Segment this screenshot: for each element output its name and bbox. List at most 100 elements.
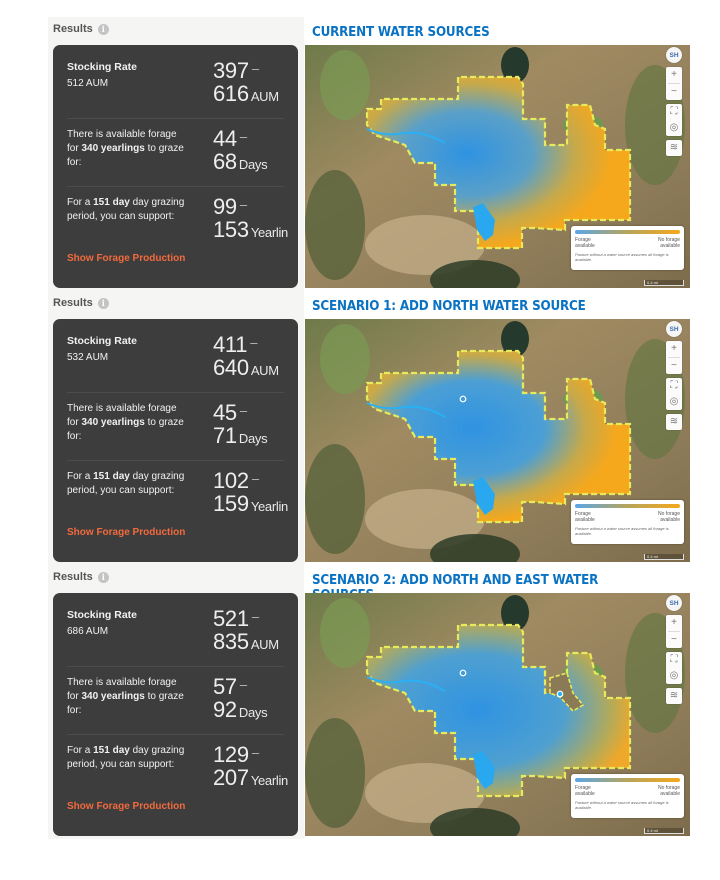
- locate-icon[interactable]: ◎: [669, 396, 679, 407]
- divider: [67, 186, 284, 187]
- map[interactable]: SH + − ⛶ ◎ ≋ Forage available No forage av…: [305, 319, 690, 562]
- support-text: For a 151 day day grazing period, you ca…: [67, 745, 185, 770]
- results-label: Results: [53, 23, 93, 35]
- stocking-rate-label: Stocking Rate: [67, 609, 138, 621]
- results-header: Results i: [53, 23, 109, 35]
- stocking-rate-range: 521– 835 AUM: [213, 606, 279, 654]
- legend-forage-available: Forage available: [575, 511, 595, 523]
- range-unit: Yearlin: [250, 225, 288, 240]
- map-legend: Forage available No forage available Pastu…: [571, 226, 684, 270]
- scale-bar: 0.4 mi: [644, 554, 684, 560]
- range-high: 207: [213, 765, 249, 790]
- legend-no-forage: No forage available: [658, 785, 680, 797]
- range-unit: AUM: [250, 363, 279, 378]
- results-panel: Results i Stocking Rate 686 AUM 521– 835…: [48, 565, 304, 839]
- range-unit: Days: [238, 705, 268, 720]
- legend-forage-available: Forage available: [575, 785, 595, 797]
- stocking-rate-range: 411– 640 AUM: [213, 332, 279, 380]
- forage-days-range: 45– 71 Days: [213, 400, 268, 448]
- forage-days-row: There is available forage for 340 yearli…: [67, 399, 284, 459]
- user-avatar[interactable]: SH: [666, 47, 682, 63]
- results-card: Stocking Rate 532 AUM 411– 640 AUM There …: [53, 319, 298, 562]
- support-text: For a 151 day day grazing period, you ca…: [67, 197, 185, 222]
- stocking-rate-row: Stocking Rate 512 AUM 397– 616 AUM: [67, 57, 284, 117]
- forage-days-row: There is available forage for 340 yearli…: [67, 125, 284, 185]
- range-unit: Yearlin: [250, 499, 288, 514]
- support-row: For a 151 day day grazing period, you ca…: [67, 741, 288, 805]
- legend-note: Pasture without a water source assumes a…: [575, 800, 669, 810]
- divider: [67, 666, 284, 667]
- fullscreen-icon[interactable]: ⛶: [670, 654, 678, 665]
- range-high: 616: [213, 81, 249, 106]
- forage-days-text: There is available forage for 340 yearli…: [67, 129, 184, 168]
- divider: [67, 460, 284, 461]
- scenario-title: SCENARIO 1: ADD NORTH WATER SOURCE: [312, 299, 586, 314]
- range-high: 153: [213, 217, 249, 242]
- show-forage-production-link[interactable]: Show Forage Production: [67, 801, 186, 812]
- zoom-out-button[interactable]: −: [671, 86, 677, 97]
- legend-note: Pasture without a water source assumes a…: [575, 526, 669, 536]
- legend-no-forage: No forage available: [658, 237, 680, 249]
- legend-forage-available: Forage available: [575, 237, 595, 249]
- stocking-rate-aum: 532 AUM: [67, 352, 109, 363]
- range-high: 159: [213, 491, 249, 516]
- east-water-source-marker: [556, 690, 564, 698]
- results-card: Stocking Rate 512 AUM 397– 616 AUM There …: [53, 45, 298, 288]
- satellite-map: [305, 45, 690, 288]
- range-unit: Yearlin: [250, 773, 288, 788]
- scenario-title: CURRENT WATER SOURCES: [312, 25, 490, 40]
- range-low: 45: [213, 400, 237, 425]
- zoom-in-button[interactable]: +: [671, 69, 677, 80]
- results-panel: Results i Stocking Rate 532 AUM 411– 640…: [48, 291, 304, 565]
- results-label: Results: [53, 571, 93, 583]
- user-avatar[interactable]: SH: [666, 321, 682, 337]
- layers-icon[interactable]: ≋: [669, 690, 679, 701]
- scale-bar: 0.4 mi: [644, 280, 684, 286]
- layers-icon[interactable]: ≋: [669, 416, 679, 427]
- map[interactable]: SH + − ⛶ ◎ ≋ Forage available No forage av…: [305, 45, 690, 288]
- zoom-in-button[interactable]: +: [671, 617, 677, 628]
- stocking-rate-aum: 512 AUM: [67, 78, 109, 89]
- info-icon[interactable]: i: [97, 297, 109, 309]
- range-unit: AUM: [250, 637, 279, 652]
- support-row: For a 151 day day grazing period, you ca…: [67, 467, 288, 531]
- legend-no-forage: No forage available: [658, 511, 680, 523]
- scenario-2: Results i Stocking Rate 686 AUM 521– 835…: [48, 565, 690, 839]
- info-icon[interactable]: i: [97, 23, 109, 35]
- range-low: 521: [213, 606, 249, 631]
- north-water-source-marker: [459, 669, 467, 677]
- user-avatar[interactable]: SH: [666, 595, 682, 611]
- zoom-out-button[interactable]: −: [671, 634, 677, 645]
- results-card: Stocking Rate 686 AUM 521– 835 AUM There …: [53, 593, 298, 836]
- map-legend: Forage available No forage available Pastu…: [571, 774, 684, 818]
- locate-icon[interactable]: ◎: [669, 670, 679, 681]
- layers-icon[interactable]: ≋: [669, 142, 679, 153]
- map[interactable]: SH + − ⛶ ◎ ≋ Forage available No forage av…: [305, 593, 690, 836]
- forage-days-row: There is available forage for 340 yearli…: [67, 673, 284, 733]
- scale-bar: 0.4 mi: [644, 828, 684, 834]
- north-water-source-marker: [459, 395, 467, 403]
- fullscreen-icon[interactable]: ⛶: [670, 380, 678, 391]
- zoom-in-button[interactable]: +: [671, 343, 677, 354]
- support-text: For a 151 day day grazing period, you ca…: [67, 471, 185, 496]
- legend-gradient-bar: [575, 504, 680, 508]
- divider: [67, 392, 284, 393]
- locate-icon[interactable]: ◎: [669, 122, 679, 133]
- results-header: Results i: [53, 297, 109, 309]
- range-low: 129: [213, 742, 249, 767]
- fullscreen-icon[interactable]: ⛶: [670, 106, 678, 117]
- zoom-out-button[interactable]: −: [671, 360, 677, 371]
- range-low: 57: [213, 674, 237, 699]
- range-unit: Days: [238, 157, 268, 172]
- stocking-rate-range: 397– 616 AUM: [213, 58, 279, 106]
- info-icon[interactable]: i: [97, 571, 109, 583]
- divider: [67, 118, 284, 119]
- range-unit: Days: [238, 431, 268, 446]
- legend-note: Pasture without a water source assumes a…: [575, 252, 669, 262]
- stocking-rate-aum: 686 AUM: [67, 626, 109, 637]
- show-forage-production-link[interactable]: Show Forage Production: [67, 527, 186, 538]
- divider: [67, 734, 284, 735]
- show-forage-production-link[interactable]: Show Forage Production: [67, 253, 186, 264]
- forage-days-range: 57– 92 Days: [213, 674, 268, 722]
- support-range: 129– 207 Yearlin: [213, 742, 288, 790]
